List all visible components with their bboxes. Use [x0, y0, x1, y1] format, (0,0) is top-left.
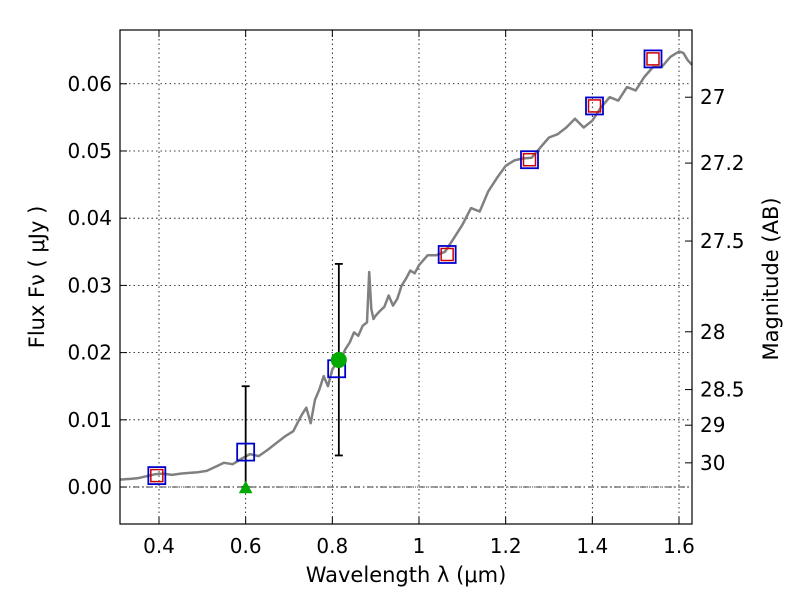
y-axis-title: Flux Fν ( μJy ) [25, 206, 49, 349]
magnitude-tick-label: 27.2 [700, 151, 745, 175]
y-tick-label: 0.01 [67, 408, 112, 432]
model-band-flux-marker [585, 96, 604, 116]
magnitude-tick-label: 27.5 [700, 229, 745, 253]
model-band-flux-marker [520, 150, 539, 170]
plot-frame [119, 29, 693, 525]
y-tick-label: 0.00 [67, 475, 112, 499]
x-tick-label: 0.6 [230, 534, 262, 558]
y-tick-label: 0.03 [67, 273, 112, 297]
magnitude-tick-label: 29 [700, 413, 725, 437]
magnitude-tick-label: 27 [700, 85, 725, 109]
data-markers [147, 49, 663, 494]
magnitude-tick-label: 28 [700, 320, 725, 344]
x-tick-label: 0.8 [316, 534, 348, 558]
x-tick-label: 1.2 [490, 534, 522, 558]
y-tick-label: 0.05 [67, 139, 112, 163]
x-tick-label: 1.6 [663, 534, 695, 558]
observed-flux-marker [150, 468, 164, 483]
observed-flux-marker [646, 52, 660, 66]
detection-marker [330, 352, 347, 369]
x-tick-label: 1.4 [576, 534, 608, 558]
right-axis-title: Magnitude (AB) [759, 197, 783, 360]
x-tick-label: 0.4 [143, 534, 175, 558]
observed-flux-marker [587, 99, 602, 113]
model-spectrum-line [119, 50, 693, 481]
magnitude-tick-label: 30 [700, 451, 725, 475]
model-band-flux-marker [643, 49, 663, 69]
upper-limit-marker [238, 480, 253, 494]
model-band-flux-marker [437, 245, 457, 264]
x-axis-title: Wavelength λ (μm) [306, 563, 507, 587]
y-tick-label: 0.04 [67, 206, 112, 230]
magnitude-tick-label: 28.5 [700, 378, 745, 402]
observed-flux-marker [440, 247, 454, 262]
y-tick-label: 0.06 [67, 72, 112, 96]
y-tick-label: 0.02 [67, 341, 112, 365]
x-tick-label: 1 [413, 534, 426, 558]
axis-ticks: 0.4 0.6 0.8 1 1.2 1.4 1.6 0.00 0.01 0.02 0.03 0.04 0… [67, 30, 745, 558]
observed-flux-marker [522, 152, 537, 167]
model-band-flux-marker [236, 442, 256, 462]
model-band-flux-marker [147, 466, 167, 486]
